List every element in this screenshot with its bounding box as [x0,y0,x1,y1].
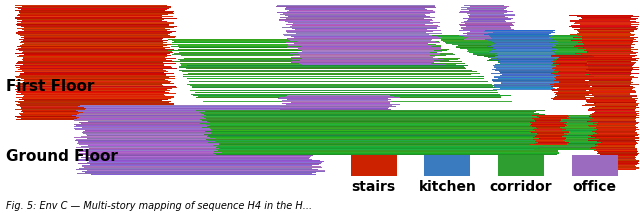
Text: kitchen: kitchen [419,180,476,194]
Text: Fig. 5: Env C — Multi-story mapping of sequence H4 in the H...: Fig. 5: Env C — Multi-story mapping of s… [6,201,312,211]
Text: corridor: corridor [490,180,552,194]
FancyBboxPatch shape [572,155,618,176]
Text: First Floor: First Floor [6,79,95,94]
FancyBboxPatch shape [351,155,397,176]
Text: Ground Floor: Ground Floor [6,149,118,164]
FancyBboxPatch shape [498,155,544,176]
Text: office: office [573,180,616,194]
Text: stairs: stairs [352,180,396,194]
FancyBboxPatch shape [424,155,470,176]
